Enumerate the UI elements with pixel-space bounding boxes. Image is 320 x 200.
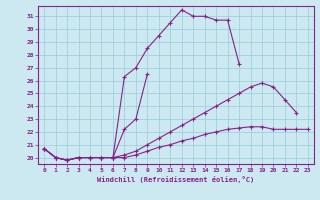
X-axis label: Windchill (Refroidissement éolien,°C): Windchill (Refroidissement éolien,°C) — [97, 176, 255, 183]
